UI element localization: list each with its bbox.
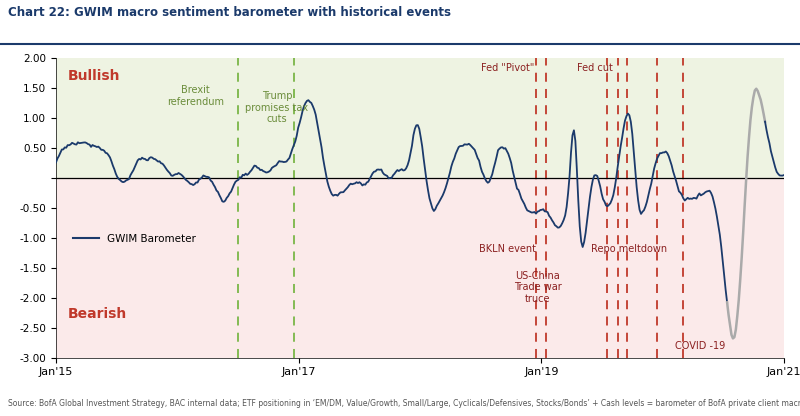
Text: Repo meltdown: Repo meltdown <box>590 244 666 254</box>
Text: Chart 22: GWIM macro sentiment barometer with historical events: Chart 22: GWIM macro sentiment barometer… <box>8 6 451 19</box>
Text: US-China
Trade war
truce: US-China Trade war truce <box>514 271 562 304</box>
Text: COVID -19: COVID -19 <box>674 341 725 351</box>
Legend: GWIM Barometer: GWIM Barometer <box>69 229 200 248</box>
Text: Bearish: Bearish <box>68 307 127 321</box>
Text: BKLN event: BKLN event <box>479 244 536 254</box>
Text: Brexit
referendum: Brexit referendum <box>167 85 224 107</box>
Text: Source: BofA Global Investment Strategy, BAC internal data; ETF positioning in ‘: Source: BofA Global Investment Strategy,… <box>8 399 800 409</box>
Text: Trump
promises tax
cuts: Trump promises tax cuts <box>246 91 308 124</box>
Text: Fed "Pivot": Fed "Pivot" <box>481 63 534 73</box>
Bar <box>56 178 784 358</box>
Bar <box>56 58 784 178</box>
Text: Bullish: Bullish <box>68 69 121 83</box>
Text: Fed cut: Fed cut <box>577 63 613 73</box>
